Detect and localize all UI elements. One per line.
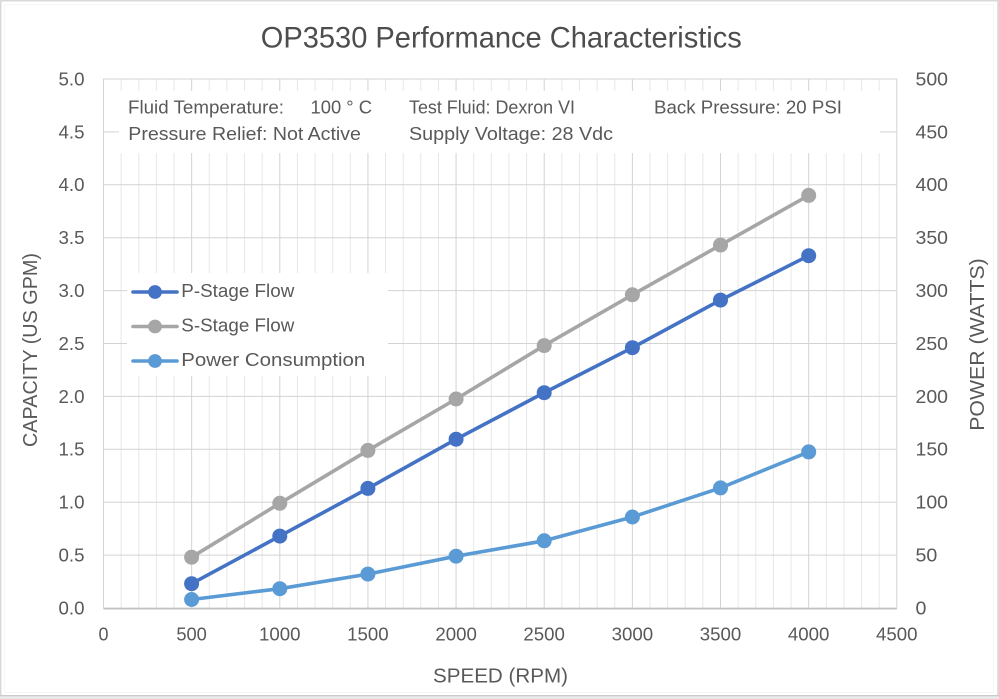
svg-text:3000: 3000 [612, 624, 654, 644]
svg-text:500: 500 [176, 624, 207, 644]
svg-text:5.0: 5.0 [59, 69, 85, 89]
svg-text:100 ° C: 100 ° C [311, 97, 373, 118]
svg-text:4.0: 4.0 [59, 175, 85, 195]
svg-text:Supply Voltage: 28 Vdc: Supply Voltage: 28 Vdc [409, 123, 613, 144]
svg-text:CAPACITY (US GPM): CAPACITY (US GPM) [19, 253, 42, 447]
svg-text:500: 500 [916, 69, 949, 89]
svg-text:4000: 4000 [788, 624, 830, 644]
svg-text:1.0: 1.0 [59, 493, 85, 513]
svg-text:1000: 1000 [259, 624, 301, 644]
svg-text:50: 50 [916, 546, 938, 566]
svg-text:350: 350 [916, 228, 949, 248]
svg-text:1.5: 1.5 [59, 440, 85, 460]
svg-text:Fluid Temperature:: Fluid Temperature: [128, 97, 284, 118]
svg-text:2.0: 2.0 [59, 387, 85, 407]
svg-text:Pressure Relief: Not Active: Pressure Relief: Not Active [128, 123, 361, 144]
svg-text:3500: 3500 [700, 624, 742, 644]
svg-text:Power Consumption: Power Consumption [181, 349, 365, 370]
svg-text:4.5: 4.5 [59, 122, 85, 142]
svg-text:0.5: 0.5 [59, 546, 85, 566]
svg-text:Test Fluid: Dexron VI: Test Fluid: Dexron VI [409, 97, 575, 118]
svg-text:OP3530 Performance Characteris: OP3530 Performance Characteristics [261, 22, 742, 55]
svg-text:SPEED (RPM): SPEED (RPM) [433, 664, 568, 687]
svg-text:250: 250 [916, 334, 949, 354]
svg-text:450: 450 [916, 122, 949, 142]
svg-text:300: 300 [916, 281, 949, 301]
svg-text:1500: 1500 [347, 624, 389, 644]
svg-text:POWER (WATTS): POWER (WATTS) [966, 258, 989, 431]
svg-text:4500: 4500 [876, 624, 918, 644]
svg-text:100: 100 [916, 493, 949, 513]
svg-text:3.0: 3.0 [59, 281, 85, 301]
svg-text:2.5: 2.5 [59, 334, 85, 354]
svg-text:0: 0 [916, 598, 927, 618]
svg-text:0: 0 [99, 624, 109, 644]
svg-text:2500: 2500 [523, 624, 565, 644]
svg-text:3.5: 3.5 [59, 228, 85, 248]
svg-text:200: 200 [916, 387, 949, 407]
svg-text:S-Stage Flow: S-Stage Flow [181, 314, 295, 335]
svg-text:P-Stage Flow: P-Stage Flow [181, 280, 295, 301]
svg-text:0.0: 0.0 [59, 598, 85, 618]
svg-text:2000: 2000 [435, 624, 477, 644]
svg-text:Back Pressure: 20 PSI: Back Pressure: 20 PSI [654, 97, 842, 118]
svg-text:150: 150 [916, 440, 949, 460]
svg-text:400: 400 [916, 175, 949, 195]
